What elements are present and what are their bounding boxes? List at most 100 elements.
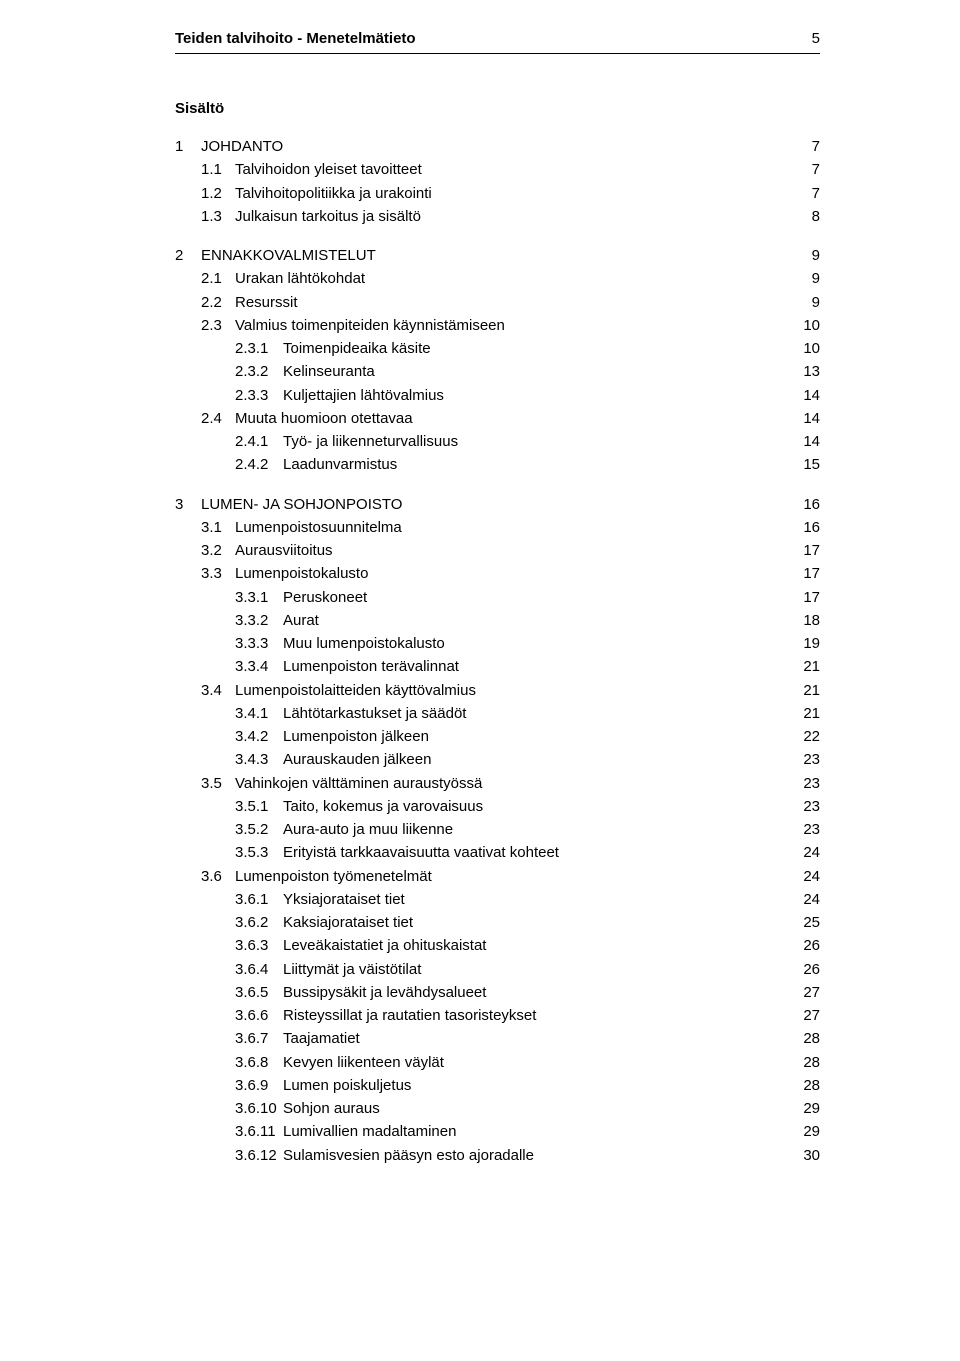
toc-entry-label: Laadunvarmistus <box>283 453 397 476</box>
toc-entry-number: 2 <box>175 244 201 267</box>
toc-entry-left: 3.2Aurausviitoitus <box>201 539 333 562</box>
toc-entry-page: 16 <box>791 493 820 516</box>
toc-entry: 3LUMEN- JA SOHJONPOISTO16 <box>175 493 820 516</box>
toc-entry: 3.3.1Peruskoneet17 <box>175 586 820 609</box>
toc-entry-page: 24 <box>791 865 820 888</box>
toc-entry-page: 14 <box>791 430 820 453</box>
document-page: Teiden talvihoito - Menetelmätieto 5 Sis… <box>0 0 960 1361</box>
toc-entry-label: Resurssit <box>235 291 298 314</box>
toc-entry-page: 23 <box>791 818 820 841</box>
toc-entry-page: 17 <box>791 539 820 562</box>
toc-entry-number: 2.3 <box>201 314 235 337</box>
toc-entry: 3.6.8Kevyen liikenteen väylät28 <box>175 1051 820 1074</box>
toc-entry: 3.3.4Lumenpoiston terävalinnat21 <box>175 655 820 678</box>
toc-entry-number: 2.3.3 <box>235 384 283 407</box>
toc-entry-left: 2.3.2Kelinseuranta <box>235 360 375 383</box>
toc-entry-page: 28 <box>791 1051 820 1074</box>
toc-entry-label: Risteyssillat ja rautatien tasoristeykse… <box>283 1004 536 1027</box>
toc-entry-left: 2.3Valmius toimenpiteiden käynnistämisee… <box>201 314 505 337</box>
toc-entry-label: Lähtötarkastukset ja säädöt <box>283 702 466 725</box>
toc-entry: 2.1Urakan lähtökohdat 9 <box>175 267 820 290</box>
toc-entry-left: 3.6.1Yksiajorataiset tiet <box>235 888 405 911</box>
toc-entry-left: 3.4.3Aurauskauden jälkeen <box>235 748 431 771</box>
toc-entry-left: 1.2Talvihoitopolitiikka ja urakointi <box>201 182 432 205</box>
toc-entry-number: 2.1 <box>201 267 235 290</box>
toc-entry-number: 3.6.3 <box>235 934 283 957</box>
toc-entry-label: Aurausviitoitus <box>235 539 333 562</box>
toc-entry-left: 3.6Lumenpoiston työmenetelmät <box>201 865 432 888</box>
toc-entry-label: Kevyen liikenteen väylät <box>283 1051 444 1074</box>
toc-entry-page: 21 <box>791 679 820 702</box>
toc-entry-left: 3.6.9Lumen poiskuljetus <box>235 1074 411 1097</box>
toc-entry-page: 16 <box>791 516 820 539</box>
toc-entry: 3.6.4Liittymät ja väistötilat26 <box>175 958 820 981</box>
toc-entry-number: 3.3.4 <box>235 655 283 678</box>
toc-entry-number: 3.6.5 <box>235 981 283 1004</box>
toc-entry-left: 3.6.3Leveäkaistatiet ja ohituskaistat <box>235 934 486 957</box>
toc-entry-page: 9 <box>800 267 820 290</box>
toc-entry-number: 3.2 <box>201 539 235 562</box>
toc-entry-number: 2.4 <box>201 407 235 430</box>
toc-entry-number: 3.4 <box>201 679 235 702</box>
toc-entry: 3.6.6Risteyssillat ja rautatien tasorist… <box>175 1004 820 1027</box>
toc-entry-left: 3.5Vahinkojen välttäminen auraustyössä <box>201 772 482 795</box>
toc-entry-left: 3.6.5Bussipysäkit ja levähdysalueet <box>235 981 486 1004</box>
toc-entry-left: 3.4Lumenpoistolaitteiden käyttövalmius <box>201 679 476 702</box>
toc-entry: 3.6.11Lumivallien madaltaminen29 <box>175 1120 820 1143</box>
toc-entry-left: 3.5.1Taito, kokemus ja varovaisuus <box>235 795 483 818</box>
toc-entry-number: 3.6.6 <box>235 1004 283 1027</box>
toc-entry-number: 3.1 <box>201 516 235 539</box>
toc-entry-number: 3.4.1 <box>235 702 283 725</box>
toc-entry-label: Talvihoitopolitiikka ja urakointi <box>235 182 432 205</box>
toc-entry-label: LUMEN- JA SOHJONPOISTO <box>201 493 402 516</box>
toc-entry: 3.4.1Lähtötarkastukset ja säädöt21 <box>175 702 820 725</box>
toc-entry: 3.6.5Bussipysäkit ja levähdysalueet27 <box>175 981 820 1004</box>
toc-entry: 3.6.3Leveäkaistatiet ja ohituskaistat26 <box>175 934 820 957</box>
toc-entry: 2.4.1Työ- ja liikenneturvallisuus14 <box>175 430 820 453</box>
toc-entry-number: 3.3.1 <box>235 586 283 609</box>
toc-entry-label: Bussipysäkit ja levähdysalueet <box>283 981 486 1004</box>
table-of-contents: 1JOHDANTO71.1Talvihoidon yleiset tavoitt… <box>175 135 820 1167</box>
toc-entry-page: 17 <box>791 562 820 585</box>
toc-entry-number: 3.6.7 <box>235 1027 283 1050</box>
toc-entry-left: 2.4.2Laadunvarmistus <box>235 453 397 476</box>
toc-entry-label: JOHDANTO <box>201 135 283 158</box>
toc-entry-label: Leveäkaistatiet ja ohituskaistat <box>283 934 486 957</box>
toc-entry-left: 2.3.3Kuljettajien lähtövalmius <box>235 384 444 407</box>
toc-entry-label: Peruskoneet <box>283 586 367 609</box>
toc-entry: 3.6.2Kaksiajorataiset tiet25 <box>175 911 820 934</box>
toc-entry-label: Muu lumenpoistokalusto <box>283 632 445 655</box>
toc-entry-left: 2.4Muuta huomioon otettavaa <box>201 407 413 430</box>
toc-entry-label: Vahinkojen välttäminen auraustyössä <box>235 772 482 795</box>
toc-entry-label: Julkaisun tarkoitus ja sisältö <box>235 205 421 228</box>
toc-entry-label: Valmius toimenpiteiden käynnistämiseen <box>235 314 505 337</box>
toc-entry-label: Lumenpoiston työmenetelmät <box>235 865 432 888</box>
toc-entry: 3.4.3Aurauskauden jälkeen23 <box>175 748 820 771</box>
toc-entry-number: 3.6 <box>201 865 235 888</box>
toc-entry: 3.3.3Muu lumenpoistokalusto19 <box>175 632 820 655</box>
toc-entry-page: 28 <box>791 1074 820 1097</box>
toc-entry-label: Urakan lähtökohdat <box>235 267 365 290</box>
toc-entry-label: Lumivallien madaltaminen <box>283 1120 456 1143</box>
toc-entry-left: 2.2Resurssit <box>201 291 298 314</box>
toc-entry-page: 7 <box>800 135 820 158</box>
toc-entry-page: 10 <box>791 314 820 337</box>
toc-entry: 2.3Valmius toimenpiteiden käynnistämisee… <box>175 314 820 337</box>
toc-entry-left: 3.1Lumenpoistosuunnitelma <box>201 516 402 539</box>
toc-entry-label: Lumenpoiston terävalinnat <box>283 655 459 678</box>
toc-entry-page: 29 <box>791 1120 820 1143</box>
toc-entry-label: Taajamatiet <box>283 1027 360 1050</box>
toc-entry-label: Yksiajorataiset tiet <box>283 888 405 911</box>
toc-entry-label: Aura-auto ja muu liikenne <box>283 818 453 841</box>
toc-entry-label: Toimenpideaika käsite <box>283 337 431 360</box>
toc-entry: 3.5.2Aura-auto ja muu liikenne 23 <box>175 818 820 841</box>
toc-entry-number: 3.3 <box>201 562 235 585</box>
page-number: 5 <box>812 30 820 47</box>
toc-entry: 3.1Lumenpoistosuunnitelma 16 <box>175 516 820 539</box>
toc-entry-left: 3.5.2Aura-auto ja muu liikenne <box>235 818 453 841</box>
toc-entry-page: 14 <box>791 407 820 430</box>
toc-entry-number: 1 <box>175 135 201 158</box>
toc-entry-number: 3.4.3 <box>235 748 283 771</box>
toc-entry-label: Talvihoidon yleiset tavoitteet <box>235 158 422 181</box>
toc-entry-number: 3.5.2 <box>235 818 283 841</box>
